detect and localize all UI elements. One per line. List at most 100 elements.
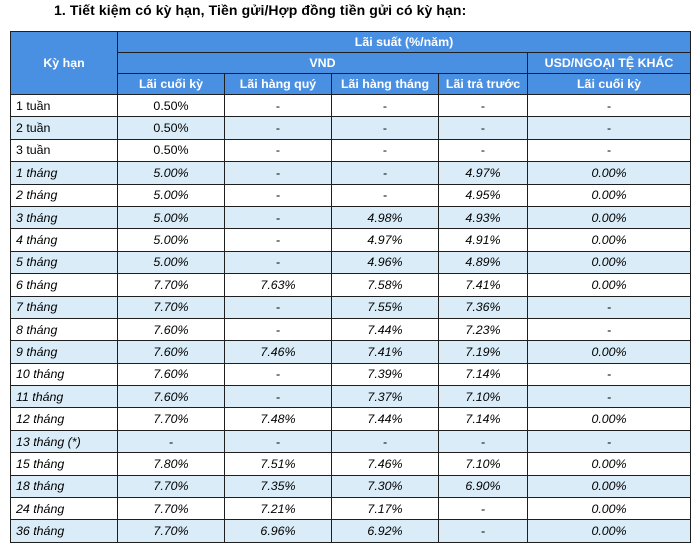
term-cell: 3 tuần (10, 138, 118, 163)
rate-cell: 0.00% (526, 273, 692, 297)
rate-cell: 7.70% (117, 519, 225, 543)
rate-cell: 0.00% (526, 452, 692, 476)
interest-rate-table: Kỳ hạn Lãi suất (%/năm) VND USD/NGOẠI TỆ… (10, 31, 692, 543)
term-cell: 8 tháng (10, 317, 118, 342)
table-row: 4 tháng 5.00% -4.97% 4.91% 0.00% (10, 228, 692, 252)
rate-cell: - (526, 429, 692, 454)
rate-cell: 7.60% (117, 340, 225, 364)
rate-cell: 0.00% (526, 250, 692, 275)
rate-rows: 1 tuần 0.50% - - - -2 tuần 0.50% - - - -3 tuần 0.50… (10, 93, 692, 543)
rate-cell: - (224, 205, 332, 230)
table-row: 1 tháng 5.00% - -4.97% 0.00% (10, 161, 692, 185)
table-row: 13 tháng (*) - - - - - (10, 429, 692, 454)
col-header-lai-cuoi-ky-foreign: Lãi cuối kỳ (526, 73, 692, 95)
rate-cell: - (224, 161, 332, 185)
col-header-lai-hang-quy: Lãi hàng quý (224, 73, 332, 95)
table-row: 1 tuần 0.50% - - - - (10, 93, 692, 118)
rate-cell: 7.70% (117, 474, 225, 499)
term-cell: 1 tháng (10, 161, 118, 185)
term-cell: 13 tháng (*) (10, 429, 118, 454)
col-header-lai-tra-truoc: Lãi trả trước (438, 73, 528, 95)
rate-cell: 0.00% (526, 161, 692, 185)
rate-cell: 0.50% (117, 116, 225, 140)
rate-cell: 7.51% (224, 452, 332, 476)
table-row: 12 tháng 7.70% 7.48% 7.44% 7.14% 0.00% (10, 407, 692, 431)
col-header-lai-cuoi-ky-vnd: Lãi cuối kỳ (117, 73, 225, 95)
rate-cell: 4.95% (438, 183, 528, 207)
rate-cell: 7.60% (117, 385, 225, 409)
rate-cell: 7.60% (117, 317, 225, 342)
term-column-header: Kỳ hạn (10, 31, 118, 95)
term-cell: 5 tháng (10, 250, 118, 275)
table-row: 10 tháng 7.60% -7.39% 7.14% - (10, 362, 692, 387)
rate-cell: - (438, 497, 528, 521)
rate-cell: 0.00% (526, 205, 692, 230)
rate-cell: 5.00% (117, 183, 225, 207)
rate-cell: 0.00% (526, 407, 692, 431)
rate-cell: - (526, 138, 692, 163)
table-row: 18 tháng 7.70% 7.35% 7.30% 6.90% 0.00% (10, 474, 692, 499)
term-cell: 3 tháng (10, 205, 118, 230)
rate-cell: 7.60% (117, 362, 225, 387)
term-cell: 2 tháng (10, 183, 118, 207)
table-row: 6 tháng 7.70% 7.63% 7.58% 7.41% 0.00% (10, 273, 692, 297)
rate-cell: 7.46% (331, 452, 439, 476)
term-cell: 2 tuần (10, 116, 118, 140)
rate-cell: - (224, 295, 332, 319)
term-cell: 9 tháng (10, 340, 118, 364)
term-cell: 12 tháng (10, 407, 118, 431)
term-cell: 4 tháng (10, 228, 118, 252)
rate-cell: 7.44% (331, 407, 439, 431)
rate-cell: 0.00% (526, 340, 692, 364)
rate-cell: 0.50% (117, 138, 225, 163)
rate-cell: 7.41% (331, 340, 439, 364)
table-row: 15 tháng 7.80% 7.51% 7.46% 7.10% 0.00% (10, 452, 692, 476)
rate-cell: 7.70% (117, 273, 225, 297)
rate-cell: - (117, 429, 225, 454)
rate-cell: - (224, 116, 332, 140)
rate-cell: 4.97% (331, 228, 439, 252)
rate-cell: - (438, 93, 528, 118)
term-cell: 24 tháng (10, 497, 118, 521)
rate-cell: - (526, 116, 692, 140)
rate-cell: - (331, 93, 439, 118)
rate-cell: 7.46% (224, 340, 332, 364)
rate-cell: - (224, 93, 332, 118)
rate-cell: 0.00% (526, 183, 692, 207)
rate-cell: 5.00% (117, 161, 225, 185)
rate-cell: - (224, 429, 332, 454)
term-cell: 15 tháng (10, 452, 118, 476)
rate-cell: 4.96% (331, 250, 439, 275)
table-row: 2 tháng 5.00% - -4.95% 0.00% (10, 183, 692, 207)
table-row: 11 tháng 7.60% -7.37% 7.10% - (10, 385, 692, 409)
rate-cell: - (331, 138, 439, 163)
rate-cell: 5.00% (117, 228, 225, 252)
table-row: 5 tháng 5.00% -4.96% 4.89% 0.00% (10, 250, 692, 275)
rate-cell: - (526, 317, 692, 342)
rate-cell: 7.37% (331, 385, 439, 409)
rate-cell: - (331, 161, 439, 185)
rate-cell: - (224, 362, 332, 387)
table-row: 3 tuần 0.50% - - - - (10, 138, 692, 163)
rate-cell: 7.19% (438, 340, 528, 364)
rate-cell: 4.98% (331, 205, 439, 230)
rate-cell: 7.35% (224, 474, 332, 499)
rate-cell: 5.00% (117, 250, 225, 275)
table-row: 9 tháng 7.60% 7.46% 7.41% 7.19% 0.00% (10, 340, 692, 364)
table-row: 7 tháng 7.70% -7.55% 7.36% - (10, 295, 692, 319)
table-row: 8 tháng 7.60% -7.44% 7.23% - (10, 317, 692, 342)
rate-cell: 4.97% (438, 161, 528, 185)
foreign-currency-header: USD/NGOẠI TỆ KHÁC (526, 52, 692, 74)
interest-rate-header: Lãi suất (%/năm) (116, 31, 692, 53)
rate-cell: 7.41% (438, 273, 528, 297)
rate-cell: 7.70% (117, 295, 225, 319)
rate-cell: - (526, 362, 692, 387)
rate-cell: - (331, 183, 439, 207)
rate-cell: 7.10% (438, 452, 528, 476)
rate-cell: 7.58% (331, 273, 439, 297)
rate-cell: 7.48% (224, 407, 332, 431)
rate-cell: - (331, 429, 439, 454)
rate-cell: 7.80% (117, 452, 225, 476)
rate-cell: 0.50% (117, 93, 225, 118)
rate-cell: 7.10% (438, 385, 528, 409)
